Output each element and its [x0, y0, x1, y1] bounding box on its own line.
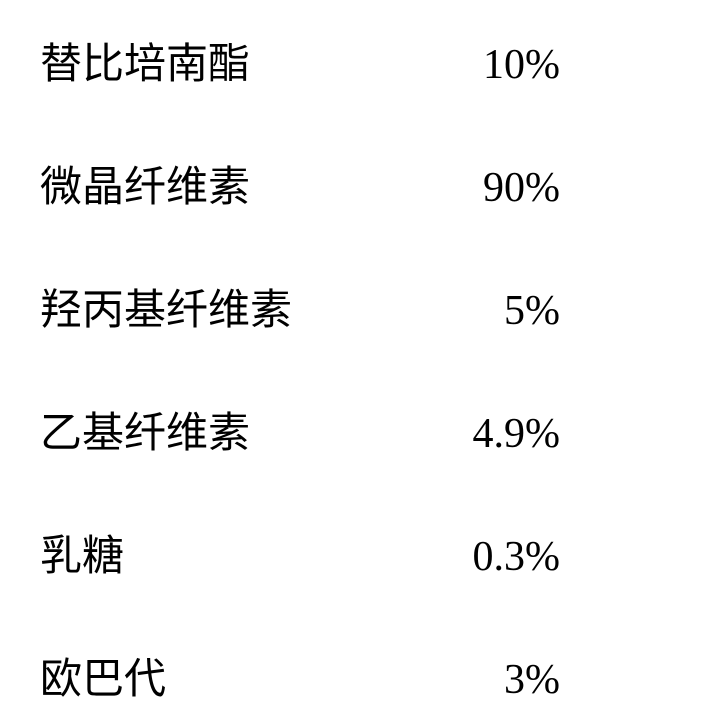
ingredient-label: 微晶纤维素: [40, 153, 420, 214]
ingredient-value: 4.9%: [420, 410, 560, 458]
ingredient-label: 欧巴代: [40, 645, 420, 706]
formulation-table: 替比培南酯 10% 微晶纤维素 90% 羟丙基纤维素 5% 乙基纤维素 4.9%…: [40, 30, 670, 706]
ingredient-value: 3%: [420, 656, 560, 704]
table-row: 替比培南酯 10%: [40, 30, 670, 91]
table-row: 微晶纤维素 90%: [40, 153, 670, 214]
table-row: 欧巴代 3%: [40, 645, 670, 706]
ingredient-label: 替比培南酯: [40, 30, 420, 91]
ingredient-label: 羟丙基纤维素: [40, 276, 420, 337]
ingredient-value: 5%: [420, 287, 560, 335]
table-row: 乳糖 0.3%: [40, 522, 670, 583]
ingredient-value: 0.3%: [420, 533, 560, 581]
ingredient-label: 乙基纤维素: [40, 399, 420, 460]
ingredient-label: 乳糖: [40, 522, 420, 583]
ingredient-value: 10%: [420, 41, 560, 89]
table-row: 羟丙基纤维素 5%: [40, 276, 670, 337]
ingredient-value: 90%: [420, 164, 560, 212]
table-row: 乙基纤维素 4.9%: [40, 399, 670, 460]
